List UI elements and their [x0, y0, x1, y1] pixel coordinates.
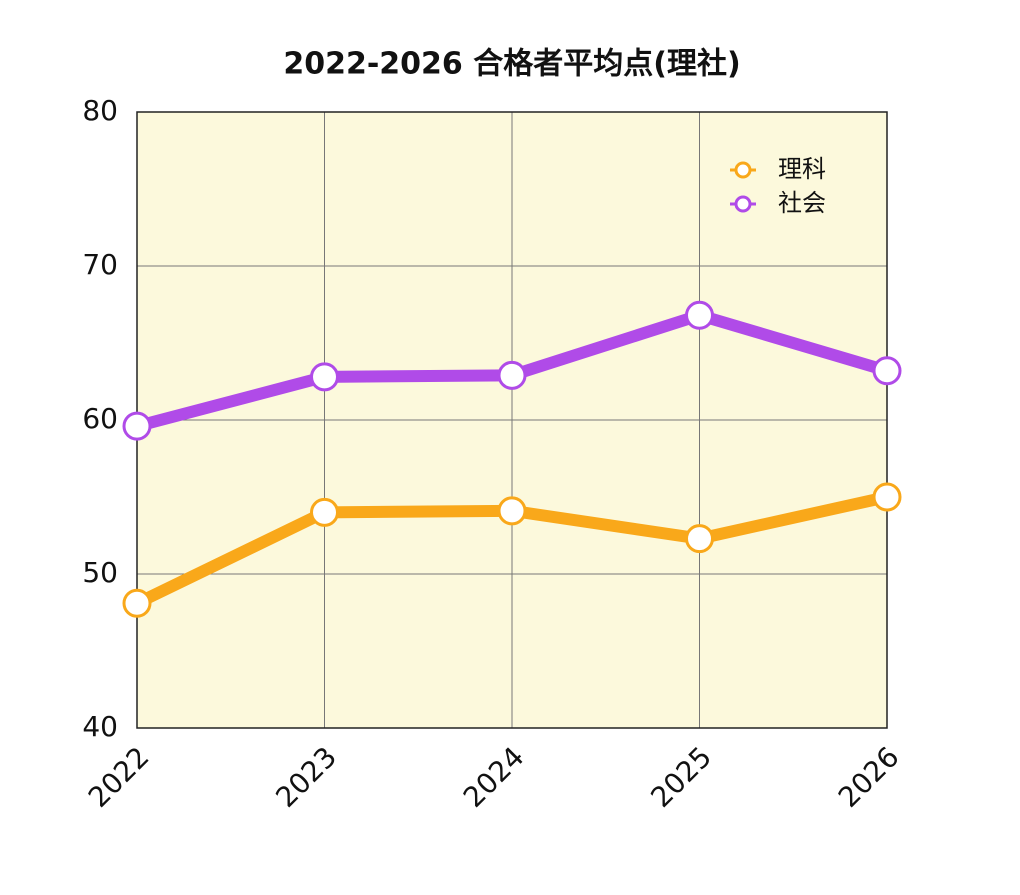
- point: [872, 482, 902, 512]
- legend-marker: [734, 161, 752, 179]
- chart-title: 2022-2026 合格者平均点(理社): [283, 47, 740, 82]
- x-tick-label: 2022: [82, 740, 156, 814]
- point: [310, 362, 339, 392]
- x-tick-label: 2023: [269, 740, 343, 814]
- x-tick-label: 2026: [832, 740, 906, 814]
- y-tick-label: 50: [82, 556, 118, 589]
- point: [122, 588, 152, 618]
- y-tick-label: 60: [82, 402, 118, 435]
- y-tick-label: 70: [82, 248, 118, 281]
- point: [497, 360, 527, 390]
- legend-label: 理科: [778, 155, 826, 183]
- point: [122, 411, 152, 441]
- legend-label: 社会: [778, 189, 826, 217]
- x-tick-label: 2025: [644, 740, 718, 814]
- y-tick-label: 80: [82, 94, 118, 127]
- y-tick-label: 40: [82, 710, 118, 743]
- point: [310, 497, 339, 527]
- point: [685, 524, 714, 554]
- point: [685, 300, 714, 330]
- legend-marker: [734, 195, 752, 213]
- point: [872, 356, 902, 386]
- point: [497, 496, 527, 526]
- x-tick-label: 2024: [457, 740, 531, 814]
